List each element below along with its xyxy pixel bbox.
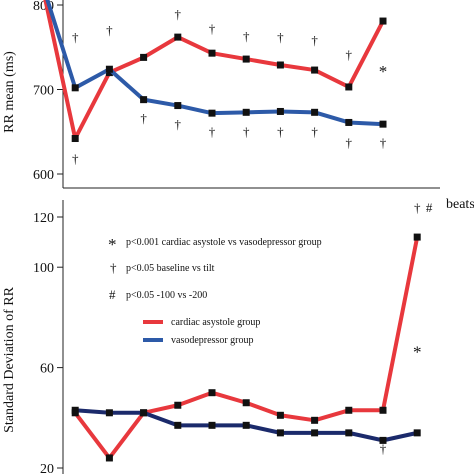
rr-mean-point-asystole bbox=[311, 66, 319, 74]
rr-mean-annotation-dagger: † bbox=[243, 124, 250, 139]
rr-mean-annotation-dagger: † bbox=[72, 29, 79, 44]
sd-rr-annotation-hash: # bbox=[426, 200, 433, 215]
rr-mean-point-asystole bbox=[276, 61, 284, 69]
sd-rr-chart: 20 60 100 120 † † # * Standard Deviation of RR… bbox=[2, 200, 433, 474]
rr-mean-point-asystole bbox=[345, 83, 353, 91]
rr-mean-annotation-dagger: † bbox=[140, 110, 147, 125]
sd-rr-point-asystole bbox=[105, 454, 113, 462]
sd-rr-point-asystole bbox=[413, 233, 421, 241]
rr-mean-annotation-dagger: † bbox=[175, 116, 182, 131]
rr-mean-point-vasodepressor bbox=[276, 107, 284, 115]
note-hash-text: p<0.05 -100 vs -200 bbox=[126, 290, 207, 301]
legend-label-vasodepressor: vasodepressor group bbox=[171, 335, 253, 346]
rr-mean-annotation-dagger: † bbox=[209, 21, 216, 36]
sd-rr-point-vasodepressor bbox=[242, 421, 250, 429]
sd-rr-point-vasodepressor bbox=[345, 429, 353, 437]
rr-mean-annotation-dagger: † bbox=[346, 135, 353, 150]
legend: cardiac asystole group vasodepressor gro… bbox=[143, 317, 260, 346]
rr-mean-point-vasodepressor bbox=[208, 109, 216, 117]
sd-rr-point-vasodepressor bbox=[276, 429, 284, 437]
rr-mean-point-vasodepressor bbox=[311, 108, 319, 116]
sd-rr-point-asystole bbox=[379, 406, 387, 414]
legend-label-asystole: cardiac asystole group bbox=[171, 317, 260, 328]
rr-mean-point-vasodepressor bbox=[71, 84, 79, 92]
rr-mean-x-label: beats bbox=[446, 197, 474, 212]
rr-mean-point-vasodepressor bbox=[105, 65, 113, 73]
sd-rr-point-vasodepressor bbox=[71, 406, 79, 414]
rr-mean-point-vasodepressor bbox=[242, 108, 250, 116]
sd-rr-annotation-star: * bbox=[413, 343, 422, 362]
sd-rr-point-vasodepressor bbox=[105, 409, 113, 417]
note-hash-symbol: # bbox=[109, 287, 116, 302]
rr-mean-point-asystole bbox=[140, 53, 148, 61]
rr-mean-point-asystole bbox=[174, 33, 182, 41]
rr-mean-annotation-dagger: † bbox=[72, 151, 79, 166]
sd-rr-point-asystole bbox=[242, 399, 250, 407]
sd-rr-point-vasodepressor bbox=[174, 421, 182, 429]
rr-mean-y-label: RR mean (ms) bbox=[2, 51, 17, 133]
rr-mean-point-asystole bbox=[379, 17, 387, 25]
rr-mean-point-vasodepressor bbox=[345, 118, 353, 126]
note-dagger-symbol: † bbox=[110, 260, 117, 275]
note-star-text: p<0.001 cardiac asystole vs vasodepresso… bbox=[126, 237, 322, 248]
note-star-symbol: * bbox=[108, 235, 117, 254]
rr-mean-annotation-dagger: † bbox=[106, 23, 113, 38]
sd-rr-point-asystole bbox=[276, 411, 284, 419]
rr-mean-annotation-dagger: † bbox=[311, 33, 318, 48]
rr-mean-ytick-label: 600 bbox=[33, 168, 54, 183]
rr-mean-annotation-dagger: † bbox=[311, 124, 318, 139]
rr-mean-annotation-dagger: † bbox=[209, 124, 216, 139]
significance-notes: * p<0.001 cardiac asystole vs vasodepres… bbox=[108, 235, 322, 302]
rr-mean-point-asystole bbox=[208, 49, 216, 57]
rr-mean-annotation-dagger: † bbox=[175, 7, 182, 22]
sd-rr-point-asystole bbox=[311, 416, 319, 424]
sd-rr-ytick-label: 100 bbox=[33, 261, 54, 276]
rr-mean-point-vasodepressor bbox=[140, 96, 148, 104]
rr-mean-point-vasodepressor bbox=[174, 102, 182, 110]
sd-rr-point-vasodepressor bbox=[413, 429, 421, 437]
rr-mean-ytick-label: 700 bbox=[33, 84, 54, 99]
sd-rr-annotation-dagger: † bbox=[414, 200, 421, 215]
sd-rr-ytick-label: 60 bbox=[40, 362, 54, 377]
rr-mean-point-asystole bbox=[242, 55, 250, 63]
sd-rr-point-vasodepressor bbox=[208, 421, 216, 429]
rr-mean-annotation-dagger: † bbox=[277, 124, 284, 139]
rr-mean-point-asystole bbox=[71, 135, 79, 143]
rr-mean-annotation-dagger: † bbox=[380, 135, 387, 150]
sd-rr-ytick-label: 20 bbox=[40, 462, 54, 474]
sd-rr-point-vasodepressor bbox=[140, 409, 148, 417]
rr-mean-annotation-dagger: † bbox=[277, 29, 284, 44]
sd-rr-ytick-label: 120 bbox=[33, 211, 54, 226]
rr-mean-annotation-dagger: † bbox=[346, 47, 353, 62]
sd-rr-y-label: Standard Deviation of RR bbox=[2, 286, 17, 432]
rr-mean-annotation-star: * bbox=[379, 62, 388, 81]
sd-rr-point-asystole bbox=[208, 389, 216, 397]
sd-rr-point-vasodepressor bbox=[379, 436, 387, 444]
note-dagger-text: p<0.05 baseline vs tilt bbox=[126, 263, 215, 274]
sd-rr-annotation-dagger: † bbox=[380, 441, 387, 456]
rr-mean-annotation-dagger: † bbox=[243, 28, 250, 43]
sd-rr-point-vasodepressor bbox=[311, 429, 319, 437]
rr-mean-point-vasodepressor bbox=[379, 120, 387, 128]
sd-rr-point-asystole bbox=[345, 406, 353, 414]
sd-rr-point-asystole bbox=[174, 401, 182, 409]
